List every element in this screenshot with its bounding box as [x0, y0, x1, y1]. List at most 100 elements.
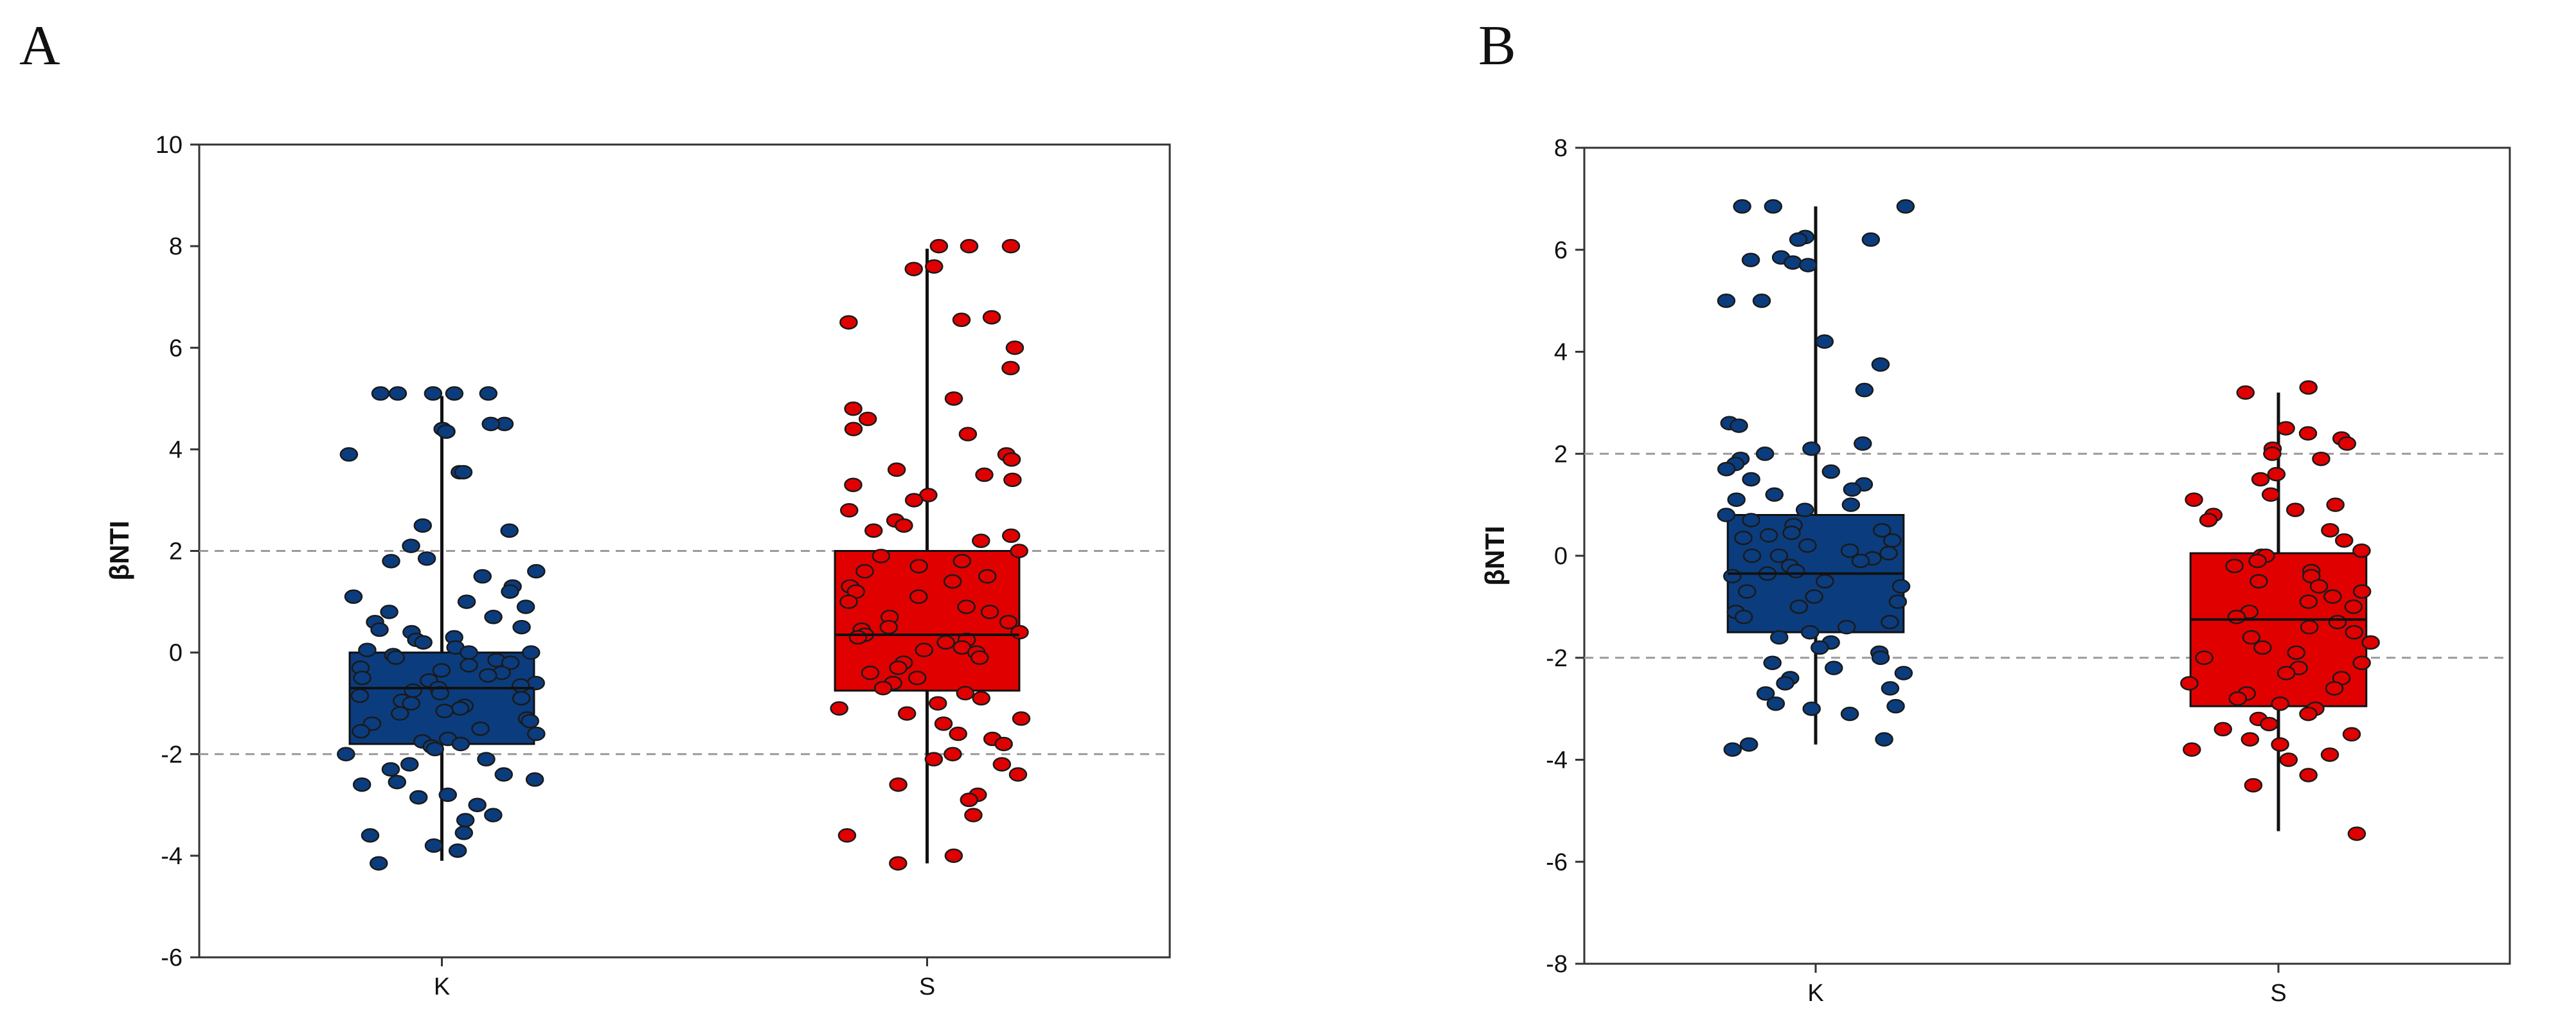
box-k	[1717, 199, 1915, 757]
data-point	[2312, 451, 2330, 466]
data-point	[1798, 258, 1818, 272]
data-point	[438, 787, 457, 802]
data-point	[1008, 767, 1028, 782]
data-point	[949, 726, 967, 741]
data-point	[1741, 253, 1760, 267]
data-point	[512, 691, 531, 706]
data-point	[1871, 650, 1890, 665]
data-point	[2287, 645, 2305, 660]
data-point	[451, 701, 470, 716]
data-point	[2227, 610, 2246, 625]
data-point	[1717, 461, 1736, 477]
data-point	[468, 797, 487, 813]
data-point	[525, 772, 544, 787]
data-point	[1001, 238, 1021, 254]
data-point	[2261, 487, 2280, 502]
data-point	[2309, 579, 2329, 594]
data-point	[388, 386, 407, 401]
data-point	[1001, 360, 1020, 376]
data-point	[1815, 334, 1834, 349]
data-point	[2323, 589, 2342, 604]
data-point	[1795, 502, 1814, 517]
data-point	[473, 569, 492, 584]
data-point	[1843, 482, 1862, 497]
data-point	[1881, 614, 1899, 630]
data-point	[512, 678, 530, 693]
data-point	[432, 663, 451, 678]
data-point	[2334, 533, 2354, 548]
data-point	[2276, 666, 2296, 680]
data-point	[1752, 293, 1771, 308]
data-point	[1723, 742, 1742, 757]
data-point	[1717, 508, 1736, 522]
y-tick-label: 8	[1554, 135, 1568, 162]
data-point	[1734, 610, 1753, 625]
data-point	[479, 386, 498, 401]
data-point	[386, 650, 406, 665]
data-point	[1892, 579, 1911, 594]
data-point	[353, 670, 371, 686]
panel-label: B	[1478, 15, 1516, 77]
data-point	[2271, 696, 2289, 711]
data-point	[344, 589, 363, 604]
y-tick-label: 2	[1554, 441, 1568, 468]
data-point	[456, 813, 475, 828]
data-point	[2276, 421, 2295, 436]
data-point	[371, 386, 390, 401]
data-point	[500, 523, 519, 538]
data-point	[830, 701, 848, 716]
y-tick-label: -2	[1546, 645, 1568, 672]
data-point	[402, 538, 420, 553]
data-point	[994, 736, 1013, 752]
data-point	[2328, 614, 2347, 630]
data-point	[2228, 691, 2248, 706]
data-point	[436, 424, 456, 439]
y-tick-label: 4	[169, 436, 183, 463]
data-point	[358, 642, 377, 657]
data-point	[382, 554, 400, 569]
data-point	[460, 658, 478, 673]
data-point	[2352, 543, 2371, 558]
data-point	[2345, 625, 2363, 640]
data-point	[2180, 676, 2199, 691]
data-point	[855, 563, 874, 579]
data-point	[1789, 599, 1809, 614]
data-point	[844, 421, 863, 436]
data-point	[494, 767, 514, 782]
y-tick-label: -6	[161, 944, 183, 971]
panel-b: B -8 -6 -4 -2 0 2 4 6 8 βNTI K S	[1478, 15, 2511, 1007]
y-tick-label: 8	[169, 233, 183, 260]
data-point	[2321, 523, 2339, 538]
data-point	[1782, 526, 1801, 540]
data-point	[2300, 619, 2319, 635]
data-point	[400, 757, 419, 772]
data-point	[481, 416, 500, 432]
data-point	[879, 619, 899, 635]
data-point	[1821, 464, 1841, 479]
data-point	[391, 706, 409, 721]
data-point	[402, 696, 420, 711]
data-point	[1730, 418, 1748, 433]
data-point	[2299, 768, 2318, 783]
data-point	[943, 574, 962, 589]
data-point	[861, 666, 880, 680]
data-point	[904, 261, 923, 276]
y-tick-label: 0	[169, 640, 183, 667]
data-point	[2214, 722, 2232, 737]
data-point	[837, 828, 857, 843]
data-point	[1005, 341, 1024, 355]
data-point	[2298, 426, 2318, 441]
data-point	[1888, 594, 1908, 609]
data-point	[889, 856, 908, 871]
data-point	[980, 605, 999, 619]
data-point	[1789, 232, 1808, 247]
data-point	[964, 808, 983, 822]
data-point	[889, 777, 908, 792]
data-point	[958, 427, 978, 441]
y-axis-title: βNTI	[1480, 526, 1510, 585]
data-point	[887, 462, 906, 477]
data-point	[908, 670, 927, 686]
y-tick-label: 6	[1554, 237, 1568, 264]
data-point	[2225, 558, 2244, 574]
data-point	[451, 736, 470, 752]
